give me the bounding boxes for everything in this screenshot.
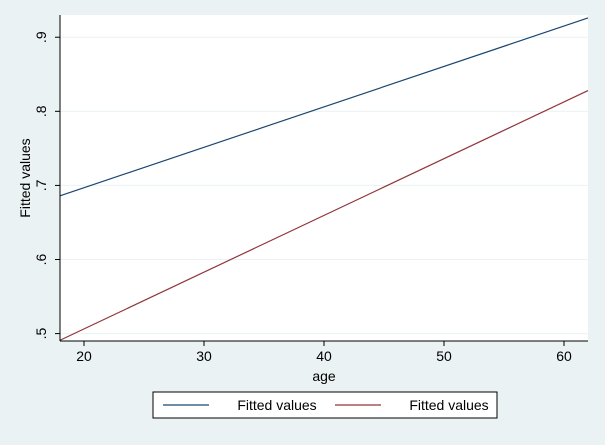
y-tick-label: .8 bbox=[33, 105, 49, 117]
x-axis-label: age bbox=[312, 368, 336, 384]
legend-box bbox=[152, 391, 498, 419]
y-axis-label: Fitted values bbox=[17, 138, 33, 217]
y-tick-label: .6 bbox=[33, 253, 49, 265]
legend: Fitted values Fitted values bbox=[152, 391, 498, 419]
legend-label-2: Fitted values bbox=[409, 397, 488, 413]
x-tick-label: 50 bbox=[436, 348, 452, 364]
y-tick-label: .5 bbox=[33, 328, 49, 340]
legend-label-1: Fitted values bbox=[237, 397, 316, 413]
x-tick-label: 40 bbox=[316, 348, 332, 364]
grid-layer bbox=[60, 36, 588, 335]
y-tick-label: .7 bbox=[33, 179, 49, 191]
x-tick-label: 60 bbox=[556, 348, 572, 364]
x-tick-label: 30 bbox=[196, 348, 212, 364]
series-line-2 bbox=[59, 90, 589, 341]
series-line-1 bbox=[59, 17, 589, 197]
series-layer bbox=[59, 17, 589, 341]
axes-layer: .5 .6 .7 .8 .9 20 30 40 50 60 bbox=[33, 15, 588, 364]
y-tick-label: .9 bbox=[33, 31, 49, 43]
plot-area bbox=[60, 15, 588, 341]
x-tick-label: 20 bbox=[76, 348, 92, 364]
